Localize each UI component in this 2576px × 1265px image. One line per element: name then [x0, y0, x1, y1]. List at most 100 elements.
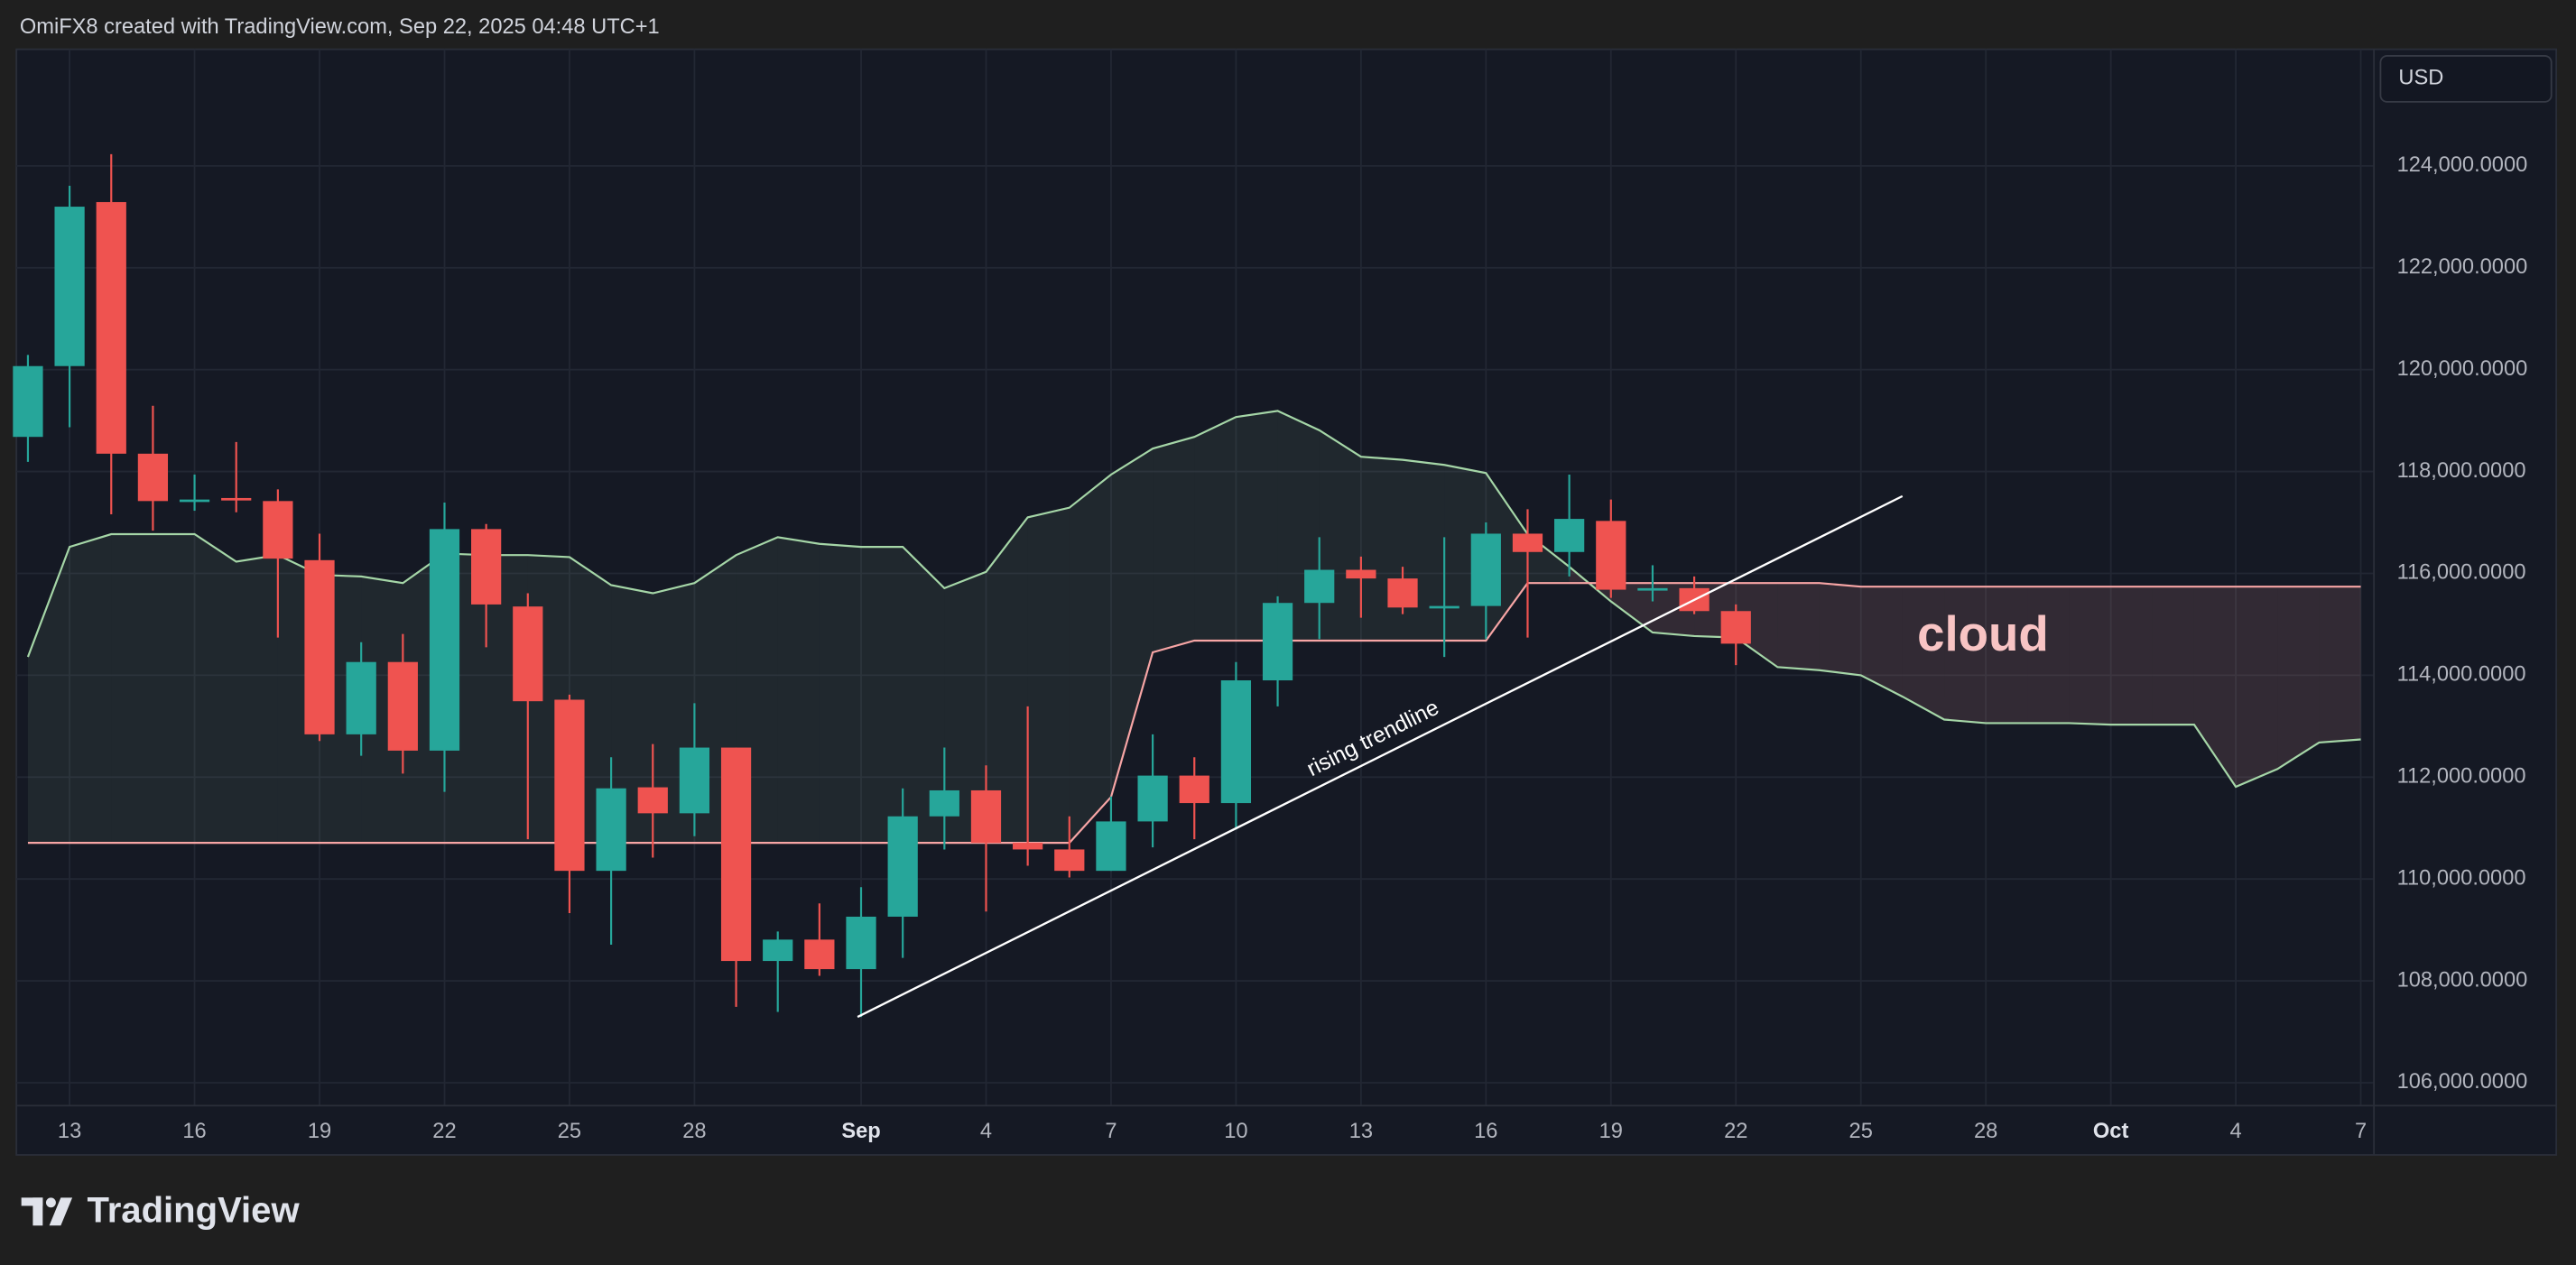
candle-body — [1262, 603, 1293, 681]
y-tick-label: 124,000.0000 — [2397, 153, 2528, 177]
y-tick-label: 110,000.0000 — [2397, 866, 2526, 890]
cloud-label: cloud — [1917, 606, 2049, 661]
cloud-fill — [861, 547, 903, 844]
cloud-fill — [1110, 448, 1154, 798]
cloud-fill — [1360, 457, 1404, 642]
y-tick-label: 114,000.0000 — [2397, 663, 2526, 687]
cloud-fill — [903, 547, 945, 844]
candle-body — [970, 789, 1002, 844]
cloud-fill — [2152, 586, 2194, 725]
cloud-fill — [2236, 586, 2278, 788]
candle-body — [346, 661, 376, 734]
x-tick-label: 16 — [1474, 1120, 1497, 1143]
candle-body — [1013, 843, 1043, 850]
cloud-fill — [1986, 586, 2028, 724]
cloud-fill — [1194, 417, 1237, 642]
cloud-fill — [1153, 437, 1195, 652]
trendline — [857, 494, 1904, 1019]
candle-body — [304, 559, 335, 734]
cloud-fill — [1319, 429, 1361, 642]
candle-body — [1554, 519, 1585, 552]
x-tick-label: 16 — [182, 1120, 206, 1143]
candle-body — [1179, 775, 1209, 804]
cloud-fill — [236, 555, 278, 844]
currency-button[interactable] — [2379, 54, 2553, 103]
header-text: OmiFX8 created with TradingView.com, Sep… — [20, 15, 660, 39]
cloud-fill — [1819, 583, 1861, 676]
candle-body — [929, 789, 959, 817]
candle-body — [720, 747, 752, 962]
candle-body — [513, 606, 543, 702]
cloud-lines — [26, 410, 2361, 845]
x-tick-label: Sep — [841, 1120, 880, 1143]
y-tick-label: 116,000.0000 — [2397, 561, 2526, 585]
cloud-fill — [1860, 586, 1903, 697]
candle-body — [554, 699, 585, 872]
candle-body — [1512, 533, 1543, 552]
candle-body — [54, 207, 85, 366]
cloud-fill — [1069, 474, 1111, 844]
x-tick-label: 4 — [980, 1120, 992, 1143]
logo-part — [49, 1197, 73, 1226]
cloud-line — [26, 410, 2361, 789]
cloud-fill — [2319, 586, 2361, 743]
y-tick-label: 108,000.0000 — [2397, 968, 2528, 992]
cloud-line — [27, 582, 2361, 845]
candle-body — [429, 529, 460, 751]
cloud-fill — [1944, 586, 1987, 724]
x-tick-label: 10 — [1224, 1120, 1247, 1143]
cloud-fill — [611, 585, 653, 844]
candle-body — [1596, 521, 1626, 590]
cloud-fill — [986, 517, 1028, 844]
x-tick-label: 13 — [58, 1120, 81, 1143]
cloud-fill — [27, 547, 70, 844]
cloud-fill — [944, 571, 987, 844]
footer-brand: TradingView — [87, 1190, 300, 1230]
logo-part — [21, 1197, 43, 1206]
cloud-fill — [153, 534, 195, 844]
y-tick-label: 122,000.0000 — [2397, 255, 2528, 279]
cloud-fill — [69, 534, 112, 844]
cloud-fill — [777, 537, 820, 844]
cloud-fill — [1902, 586, 1945, 720]
y-tick-label: 106,000.0000 — [2397, 1070, 2528, 1094]
x-tick-label: 25 — [1849, 1120, 1873, 1143]
cloud-fill — [2277, 586, 2320, 770]
cloud-fill — [1777, 583, 1820, 670]
currency-label[interactable]: USD — [2398, 67, 2443, 90]
candle-body — [1096, 821, 1126, 872]
candle-body — [1720, 611, 1751, 644]
cloud-fill — [1610, 583, 1653, 632]
cloud-fill — [1736, 583, 1778, 668]
cloud-fill — [2069, 586, 2111, 725]
x-tick-label: Oct — [2093, 1120, 2129, 1143]
cloud-fill — [111, 534, 153, 844]
candle-body — [1054, 849, 1085, 872]
candle-body — [1304, 569, 1335, 604]
x-tick-label: 19 — [1599, 1120, 1623, 1143]
y-tick-label: 118,000.0000 — [2397, 459, 2526, 483]
cloud-fill — [2027, 586, 2070, 724]
x-tick-label: 19 — [308, 1120, 331, 1143]
candle-body — [637, 787, 668, 814]
x-tick-label: 13 — [1349, 1120, 1373, 1143]
x-tick-label: 28 — [1974, 1120, 1997, 1143]
candle-body — [1429, 605, 1459, 609]
cloud-fill — [819, 543, 862, 844]
candles — [13, 153, 1751, 1018]
logo-part — [45, 1197, 56, 1208]
x-tick-label: 7 — [2355, 1120, 2367, 1143]
candle-body — [1470, 533, 1501, 606]
candle-body — [471, 529, 502, 605]
cloud-fill — [2110, 586, 2153, 725]
logo-part — [32, 1197, 43, 1226]
candle-body — [1387, 578, 1418, 608]
x-tick-label: 28 — [682, 1120, 706, 1143]
candle-body — [1346, 569, 1376, 579]
logo-icon — [21, 1197, 73, 1226]
candle-body — [221, 497, 252, 501]
candle-body — [846, 916, 876, 970]
cloud-fill — [194, 534, 236, 844]
axes: 106,000.0000 108,000.0000 110,000.0000 112,… — [58, 153, 2527, 1143]
